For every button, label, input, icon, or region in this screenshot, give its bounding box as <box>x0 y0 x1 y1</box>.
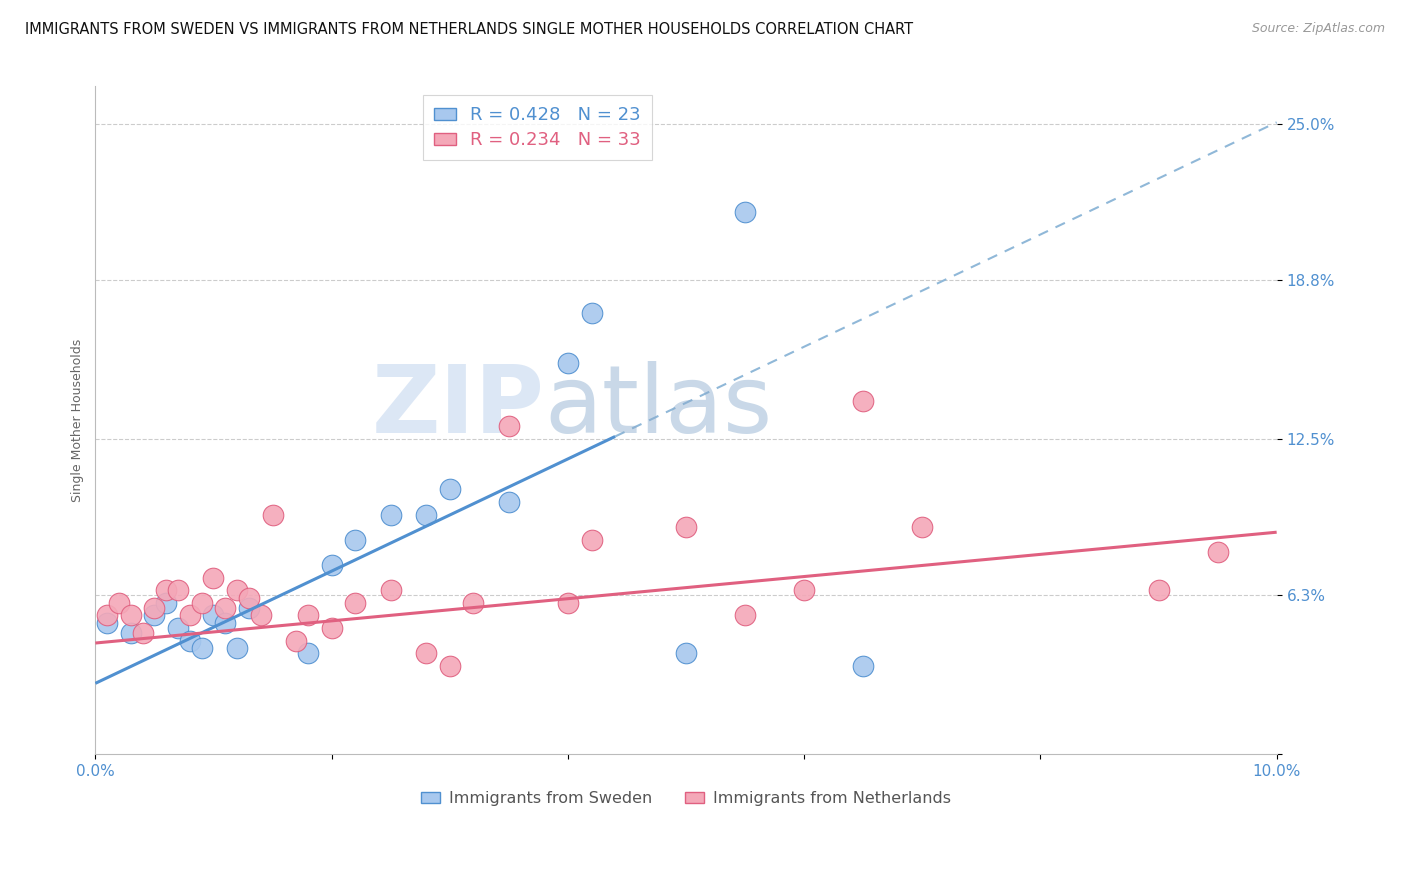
Point <box>463 596 485 610</box>
Point <box>321 621 343 635</box>
Point <box>96 608 118 623</box>
Y-axis label: Single Mother Households: Single Mother Households <box>72 338 84 501</box>
Point <box>96 615 118 630</box>
Point <box>143 600 166 615</box>
Point <box>167 583 190 598</box>
Point <box>108 596 131 610</box>
Point <box>1147 583 1170 598</box>
Point <box>238 591 260 605</box>
Point <box>155 583 177 598</box>
Point <box>167 621 190 635</box>
Text: atlas: atlas <box>544 360 772 453</box>
Point <box>297 608 319 623</box>
Point <box>498 495 520 509</box>
Point <box>675 520 697 534</box>
Point <box>498 419 520 434</box>
Point <box>734 608 756 623</box>
Point <box>120 608 142 623</box>
Point <box>249 608 271 623</box>
Point <box>557 356 579 370</box>
Point <box>415 508 437 522</box>
Point <box>202 608 225 623</box>
Point <box>852 394 875 409</box>
Point <box>852 658 875 673</box>
Point <box>285 633 308 648</box>
Point <box>131 626 153 640</box>
Point <box>262 508 284 522</box>
Point <box>321 558 343 572</box>
Point <box>190 641 212 656</box>
Point <box>179 633 201 648</box>
Point <box>439 658 461 673</box>
Point <box>581 306 603 320</box>
Point <box>380 508 402 522</box>
Point <box>911 520 934 534</box>
Point <box>238 600 260 615</box>
Text: IMMIGRANTS FROM SWEDEN VS IMMIGRANTS FROM NETHERLANDS SINGLE MOTHER HOUSEHOLDS C: IMMIGRANTS FROM SWEDEN VS IMMIGRANTS FRO… <box>25 22 914 37</box>
Point <box>793 583 815 598</box>
Point <box>557 596 579 610</box>
Point <box>1206 545 1229 559</box>
Point <box>179 608 201 623</box>
Point <box>214 615 236 630</box>
Point <box>155 596 177 610</box>
Point <box>190 596 212 610</box>
Text: ZIP: ZIP <box>371 360 544 453</box>
Point <box>380 583 402 598</box>
Point <box>675 646 697 660</box>
Point <box>439 483 461 497</box>
Point <box>415 646 437 660</box>
Legend: Immigrants from Sweden, Immigrants from Netherlands: Immigrants from Sweden, Immigrants from … <box>415 785 957 813</box>
Point <box>734 205 756 219</box>
Point <box>202 570 225 584</box>
Point <box>297 646 319 660</box>
Point <box>226 583 249 598</box>
Point <box>344 533 367 547</box>
Point <box>143 608 166 623</box>
Text: Source: ZipAtlas.com: Source: ZipAtlas.com <box>1251 22 1385 36</box>
Point <box>120 626 142 640</box>
Point <box>214 600 236 615</box>
Point <box>581 533 603 547</box>
Point <box>344 596 367 610</box>
Point <box>226 641 249 656</box>
